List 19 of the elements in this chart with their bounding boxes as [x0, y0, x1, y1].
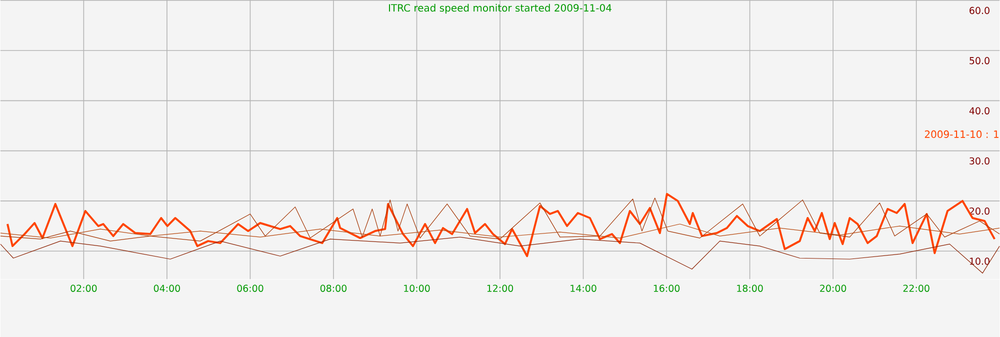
y-tick-label: 40.0 [969, 107, 990, 114]
y-tick-label: 20.0 [970, 207, 990, 215]
x-tick-label: 02:00 [70, 284, 97, 292]
x-tick-label: 08:00 [320, 284, 347, 292]
y-tick-label: 60.0 [970, 6, 990, 14]
x-tick-label: 22:00 [903, 284, 930, 292]
x-tick-label: 16:00 [654, 284, 680, 292]
y-tick-label: 50.0 [970, 56, 990, 64]
x-tick-label: 04:00 [154, 284, 180, 292]
x-tick-label: 10:00 [404, 284, 430, 292]
x-tick-label: 20:00 [820, 284, 846, 292]
x-tick-label: 06:00 [237, 284, 264, 292]
text: 2009-11-10 : 1 [924, 130, 998, 138]
y-tick-label: 30.0 [970, 157, 990, 164]
chart-title: ITRC read speed monitor started 2009-11-04 [389, 4, 612, 14]
x-tick-label: 14:00 [570, 284, 596, 292]
x-tick-label: 18:00 [737, 284, 763, 292]
y-tick-label: 10.0 [970, 258, 990, 265]
x-tick-label: 12:00 [487, 284, 514, 292]
